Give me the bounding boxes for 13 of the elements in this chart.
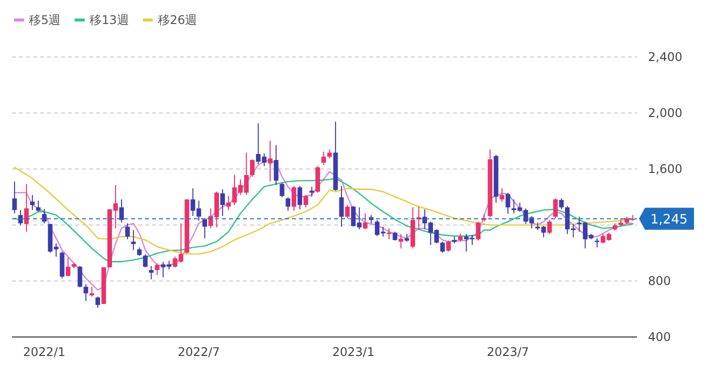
y-tick-label: 1,600	[648, 162, 682, 176]
ref-line-label: 1,245	[650, 212, 688, 228]
x-tick-label: 2022/1	[23, 345, 66, 359]
y-tick-label: 800	[648, 274, 671, 288]
legend-label: 移5週	[29, 13, 61, 27]
y-tick-label: 2,400	[648, 50, 682, 64]
legend-label: 移13週	[90, 13, 129, 27]
x-tick-label: 2023/7	[486, 345, 530, 359]
x-tick-label: 2023/1	[332, 345, 374, 359]
legend-label: 移26週	[158, 13, 198, 27]
x-tick-label: 2022/7	[178, 345, 220, 359]
y-tick-label: 2,000	[648, 106, 682, 120]
y-tick-label: 400	[648, 330, 671, 344]
